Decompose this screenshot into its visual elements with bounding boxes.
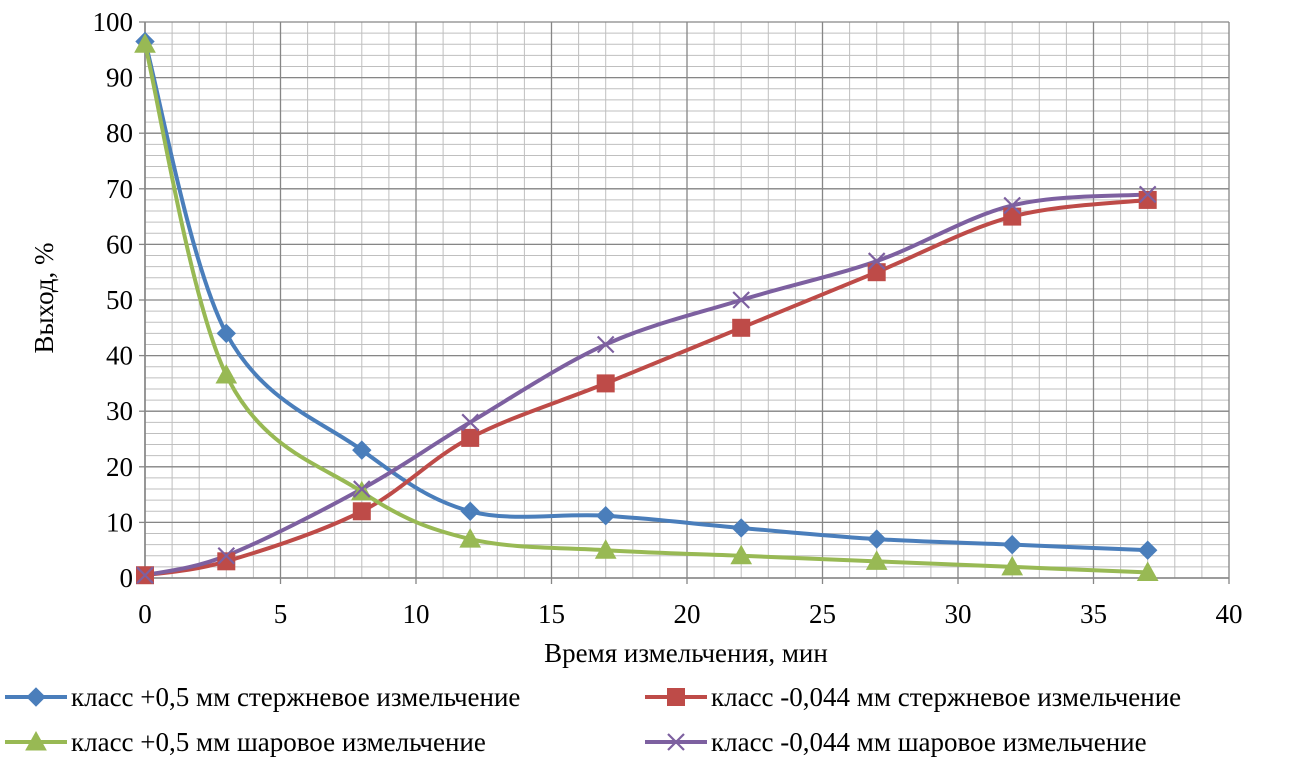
y-axis-tick-labels: 0 10 20 30 40 50 60 70 80 90 100 bbox=[93, 7, 134, 593]
data-point-marker-stroke bbox=[732, 291, 750, 309]
data-point-marker bbox=[596, 374, 615, 393]
y-tick-label: 50 bbox=[106, 285, 133, 315]
data-point-marker bbox=[731, 518, 751, 538]
data-point-marker bbox=[866, 529, 887, 549]
data-point-marker-stroke bbox=[353, 480, 371, 498]
x-tick-label: 5 bbox=[274, 599, 288, 629]
data-point-marker bbox=[461, 413, 479, 432]
data-point-marker bbox=[867, 252, 886, 270]
data-point-marker bbox=[459, 528, 482, 548]
data-point-marker bbox=[353, 480, 371, 498]
data-point-marker bbox=[1136, 561, 1159, 581]
data-point-marker bbox=[352, 440, 372, 460]
legend-label: класс -0,044 мм шаровое измельчение bbox=[711, 727, 1147, 757]
x-tick-label: 30 bbox=[945, 599, 972, 629]
data-point-marker bbox=[1003, 196, 1021, 215]
series-line-3 bbox=[143, 42, 1150, 575]
legend: класс +0,5 мм стержневое измельчение клас… bbox=[5, 682, 1181, 757]
x-tick-label: 0 bbox=[138, 599, 152, 629]
axes bbox=[139, 21, 1230, 584]
data-point-marker bbox=[596, 335, 615, 354]
legend-label: класс +0,5 мм стержневое измельчение bbox=[71, 682, 520, 712]
legend-item-2: класс -0,044 мм стержневое измельчение bbox=[645, 682, 1181, 712]
data-point-marker-stroke bbox=[1003, 196, 1021, 215]
y-tick-label: 60 bbox=[106, 229, 133, 259]
data-point-marker bbox=[732, 318, 751, 337]
y-tick-label: 70 bbox=[106, 174, 133, 204]
data-point-marker bbox=[1137, 540, 1158, 560]
data-point-marker bbox=[461, 428, 480, 447]
data-point-marker bbox=[595, 506, 616, 526]
x-tick-label: 15 bbox=[538, 599, 565, 629]
data-point-marker bbox=[1002, 534, 1022, 555]
data-point-marker bbox=[1138, 185, 1157, 204]
x-axis-tick-labels: 0 5 10 15 20 25 30 35 40 bbox=[138, 599, 1242, 629]
data-point-marker bbox=[1001, 555, 1024, 576]
legend-marker-swatch-stroke bbox=[667, 733, 685, 751]
data-point-marker-stroke bbox=[136, 566, 154, 584]
data-point-marker bbox=[865, 550, 888, 570]
data-point-marker bbox=[867, 263, 886, 282]
x-tick-label: 25 bbox=[809, 599, 836, 629]
y-tick-label: 20 bbox=[106, 452, 133, 482]
legend-marker-swatch bbox=[26, 687, 46, 707]
x-tick-label: 10 bbox=[403, 599, 430, 629]
y-tick-label: 100 bbox=[93, 7, 134, 37]
x-tick-label: 20 bbox=[674, 599, 701, 629]
series-markers-1 bbox=[135, 31, 1158, 560]
data-point-marker bbox=[594, 539, 617, 559]
data-point-marker-stroke bbox=[596, 335, 615, 354]
legend-item-1: класс +0,5 мм стержневое измельчение bbox=[5, 682, 520, 712]
x-tick-label: 40 bbox=[1216, 599, 1243, 629]
series-lines bbox=[143, 39, 1150, 578]
data-point-marker bbox=[217, 546, 236, 565]
data-point-marker bbox=[1003, 207, 1022, 226]
y-tick-label: 0 bbox=[120, 563, 134, 593]
data-point-marker bbox=[732, 291, 750, 309]
x-axis-title: Время измельчения, мин bbox=[544, 638, 828, 668]
legend-item-3: класс +0,5 мм шаровое измельчение bbox=[5, 727, 486, 757]
x-tick-label: 35 bbox=[1080, 599, 1107, 629]
y-tick-label: 90 bbox=[106, 63, 133, 93]
data-point-marker bbox=[136, 566, 154, 584]
data-point-marker-stroke bbox=[1138, 185, 1157, 204]
data-point-marker-stroke bbox=[217, 546, 236, 565]
legend-marker-swatch bbox=[667, 688, 685, 706]
legend-marker-swatch bbox=[25, 730, 47, 751]
y-tick-label: 80 bbox=[106, 118, 133, 148]
data-point-marker bbox=[730, 544, 753, 565]
series-markers bbox=[134, 31, 1159, 585]
data-point-marker-stroke bbox=[867, 252, 886, 270]
data-point-marker-stroke bbox=[461, 413, 479, 432]
legend-item-4: класс -0,044 мм шаровое измельчение bbox=[645, 727, 1147, 757]
y-tick-label: 40 bbox=[106, 341, 133, 371]
series-line-1 bbox=[143, 39, 1150, 553]
series-markers-4 bbox=[136, 185, 1157, 584]
legend-label: класс +0,5 мм шаровое измельчение bbox=[71, 727, 486, 757]
y-tick-label: 10 bbox=[106, 507, 133, 537]
y-axis-title: Выход, % bbox=[29, 242, 59, 353]
data-point-marker bbox=[217, 552, 236, 571]
data-point-marker bbox=[215, 364, 238, 384]
data-point-marker bbox=[134, 33, 156, 53]
data-point-marker bbox=[352, 502, 371, 521]
y-tick-label: 30 bbox=[106, 396, 133, 426]
data-point-marker bbox=[460, 501, 480, 521]
legend-marker-swatch bbox=[667, 733, 685, 751]
legend-label: класс -0,044 мм стержневое измельчение bbox=[711, 682, 1181, 712]
data-point-marker bbox=[216, 323, 237, 344]
data-point-marker bbox=[1138, 190, 1157, 209]
series-markers-3 bbox=[134, 33, 1159, 581]
